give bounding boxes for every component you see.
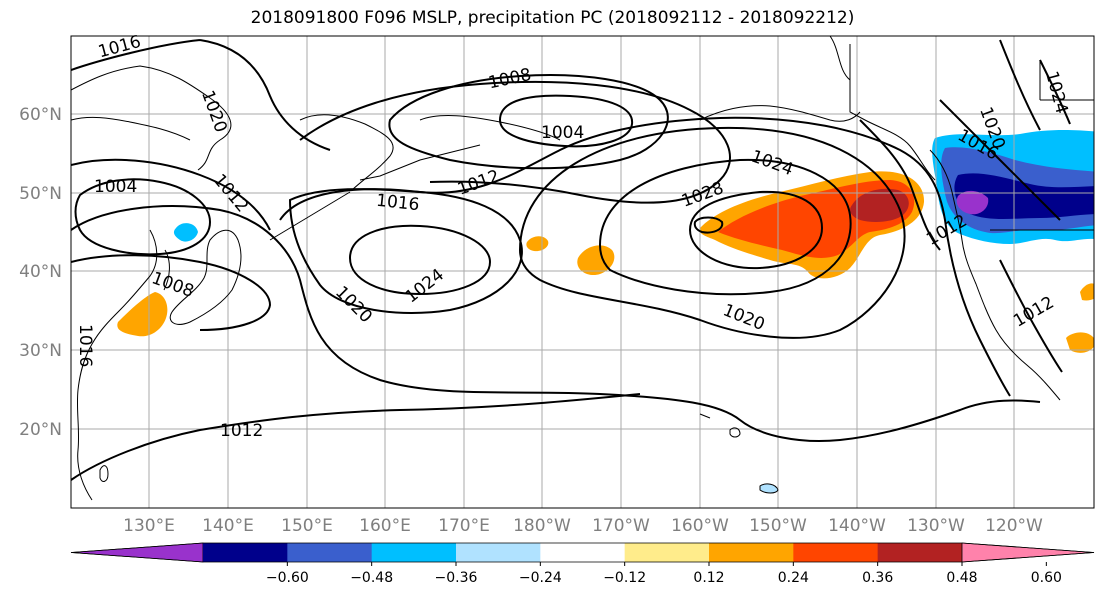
precip-purple-nw <box>956 190 989 215</box>
isobars <box>71 39 1071 481</box>
lat-label: 20°N <box>19 420 62 440</box>
colorbar-tick-label: 0.24 <box>778 570 809 586</box>
colorbar-extend-max <box>961 542 1095 563</box>
precip-orange-blob-1 <box>577 245 615 276</box>
lon-label: 180°W <box>513 516 571 536</box>
latitude-labels: 60°N 50°N 40°N 30°N 20°N <box>19 105 62 440</box>
lon-label: 130°E <box>123 516 175 536</box>
colorbar-segment <box>203 543 288 562</box>
lon-label: 150°W <box>749 516 807 536</box>
precip-blue-japansea <box>173 223 198 242</box>
colorbar-tick-label: 0.12 <box>693 570 724 586</box>
contour-label: 1004 <box>541 123 584 143</box>
lon-label: 130°W <box>907 516 965 536</box>
contour-label: 1012 <box>220 421 263 441</box>
colorbar: −0.60 −0.48 −0.36 −0.24 −0.12 0.12 0.24 0.36 0.4… <box>70 542 1095 586</box>
colorbar-segment <box>709 543 794 562</box>
colorbar-tick-label: −0.60 <box>266 570 309 586</box>
precip-orange-japan <box>117 292 168 337</box>
colorbar-tick-label: 0.36 <box>862 570 893 586</box>
lon-label: 160°W <box>671 516 729 536</box>
lon-label: 170°W <box>592 516 650 536</box>
lon-label: 120°W <box>985 516 1043 536</box>
lat-label: 50°N <box>19 184 62 204</box>
colorbar-outline <box>70 542 1095 563</box>
colorbar-segment <box>287 543 373 562</box>
colorbar-tick-label: −0.36 <box>435 570 478 586</box>
colorbar-tick-label: −0.12 <box>603 570 646 586</box>
precip-navy-nw <box>954 173 1094 219</box>
lat-label: 60°N <box>19 105 62 125</box>
plot-frame <box>70 35 1095 509</box>
colorbar-tick-label: 0.60 <box>1031 570 1062 586</box>
longitude-labels: 130°E 140°E 150°E 160°E 170°E 180°W 170°… <box>123 516 1043 536</box>
colorbar-extend-min <box>70 542 204 563</box>
contour-label: 1004 <box>94 177 137 197</box>
colorbar-tick-label: −0.24 <box>519 570 562 586</box>
contour-label: 1016 <box>75 324 95 367</box>
colorbar-segment <box>540 543 626 562</box>
precip-orange-blob-2 <box>526 236 549 252</box>
precip-shading <box>117 130 1094 353</box>
colorbar-segment <box>371 543 457 562</box>
lon-label: 170°E <box>438 516 490 536</box>
lon-label: 140°W <box>828 516 886 536</box>
map-title: 2018091800 F096 MSLP, precipitation PC (… <box>250 8 855 28</box>
lon-label: 150°E <box>281 516 333 536</box>
colorbar-tick-label: 0.48 <box>946 570 977 586</box>
colorbar-segment <box>456 543 541 562</box>
precip-orange-ca-1 <box>1080 283 1094 301</box>
lon-label: 160°E <box>359 516 411 536</box>
precip-orange-ca-2 <box>1066 332 1094 353</box>
lat-label: 30°N <box>19 341 62 361</box>
colorbar-segment <box>624 543 710 562</box>
lat-label: 40°N <box>19 262 62 282</box>
colorbar-segment <box>877 543 963 562</box>
contour-label: 1016 <box>375 191 420 215</box>
colorbar-segment <box>793 543 879 562</box>
colorbar-tick-label: −0.48 <box>350 570 393 586</box>
lon-label: 140°E <box>202 516 254 536</box>
